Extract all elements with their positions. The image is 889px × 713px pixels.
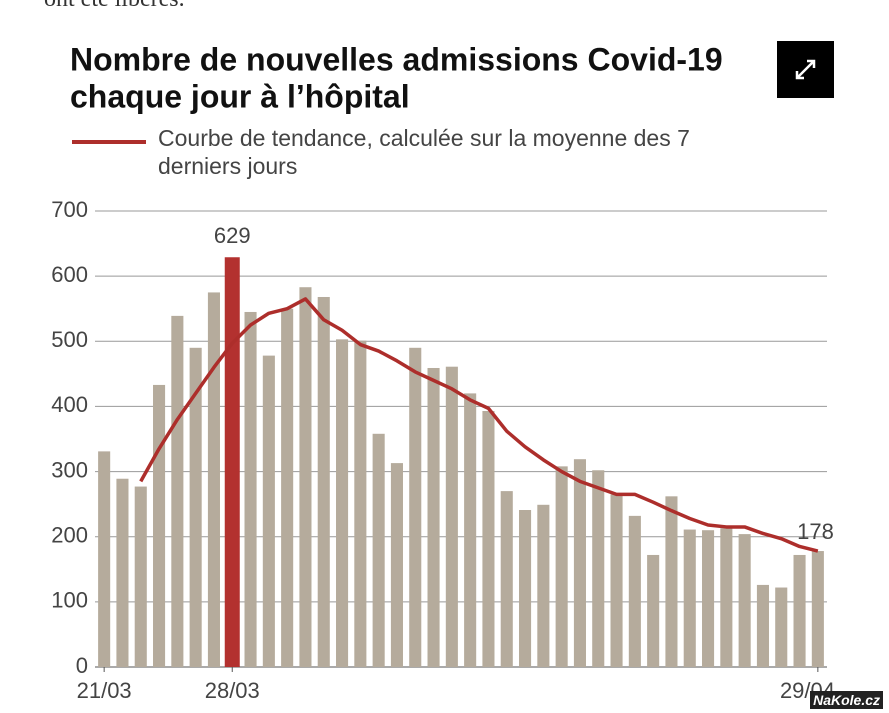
y-tick-label: 700 — [51, 197, 88, 222]
bar — [317, 296, 330, 667]
bar — [519, 510, 532, 667]
trend-line — [139, 297, 819, 553]
bar — [409, 347, 422, 667]
bar — [793, 554, 806, 667]
expand-button[interactable] — [777, 41, 834, 98]
bar — [628, 515, 641, 667]
chart-title: chaque jour à l’hôpital — [70, 78, 410, 114]
bar — [665, 496, 678, 667]
bar — [244, 311, 257, 667]
bar — [390, 463, 403, 667]
bar — [720, 528, 733, 667]
y-tick-label: 300 — [51, 457, 88, 482]
x-tick-label: 21/03 — [77, 678, 132, 703]
legend-label: Courbe de tendance, calculée sur la moye… — [158, 125, 690, 179]
bar — [738, 534, 751, 667]
y-tick-label: 200 — [51, 523, 88, 548]
bar — [336, 339, 349, 667]
data-label: 629 — [214, 223, 251, 248]
bar — [482, 410, 495, 667]
watermark: NaKole.cz — [810, 691, 883, 709]
data-label: 178 — [797, 519, 834, 544]
bar — [189, 347, 202, 667]
x-tick-label: 28/03 — [205, 678, 260, 703]
bar — [592, 470, 605, 667]
bar — [427, 367, 440, 667]
bar — [537, 504, 550, 667]
bar — [647, 554, 660, 667]
bar — [702, 530, 715, 667]
bar — [756, 584, 769, 667]
bar — [500, 491, 513, 667]
bar — [281, 308, 294, 667]
bar — [573, 459, 586, 667]
bar — [555, 466, 568, 667]
bar — [171, 315, 184, 667]
y-tick-label: 0 — [76, 653, 88, 678]
bar — [610, 494, 623, 667]
bar — [372, 433, 385, 667]
bar — [98, 451, 111, 667]
chart-title: Nombre de nouvelles admissions Covid-19 — [70, 41, 723, 77]
y-tick-label: 600 — [51, 262, 88, 287]
bar — [153, 384, 166, 667]
bar — [134, 486, 147, 667]
y-tick-label: 400 — [51, 392, 88, 417]
bar — [299, 287, 312, 667]
y-tick-label: 500 — [51, 327, 88, 352]
bar — [354, 340, 367, 667]
bar — [811, 551, 824, 667]
bar — [116, 478, 129, 667]
bar — [207, 292, 220, 667]
bar — [775, 587, 788, 667]
expand-icon — [795, 59, 816, 80]
bar — [683, 529, 696, 667]
bar — [464, 393, 477, 667]
article-text: ont été libérés. — [44, 0, 185, 13]
bar — [445, 366, 458, 667]
bar — [262, 355, 275, 667]
bar — [224, 257, 240, 667]
y-tick-label: 100 — [51, 588, 88, 613]
